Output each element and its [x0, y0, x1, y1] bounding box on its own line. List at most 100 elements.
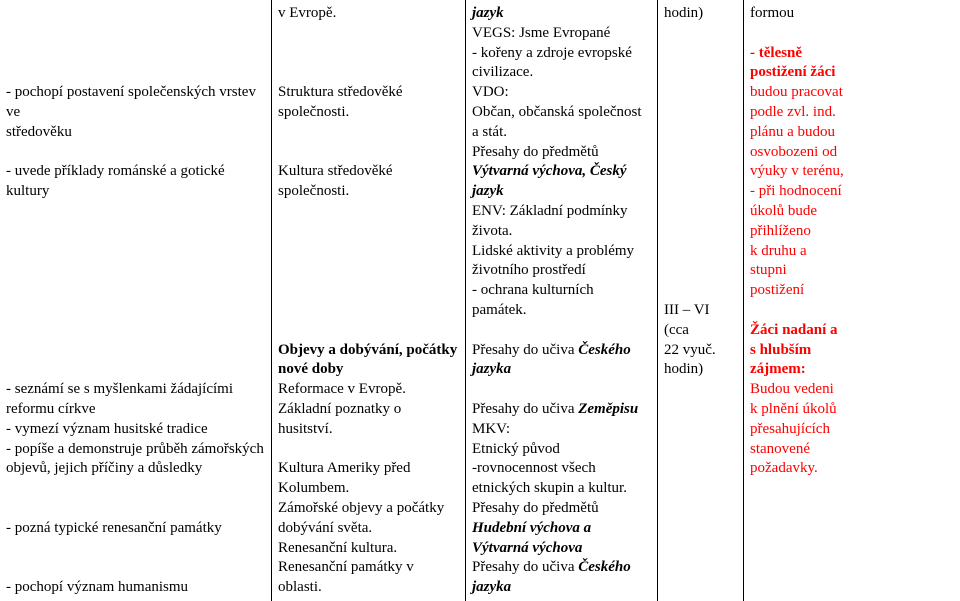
text-line — [278, 24, 459, 44]
text-line: - pochopí postavení společenských vrstev… — [6, 83, 265, 123]
text-line: Renesanční kultura. — [278, 539, 459, 559]
text-line: ENV: Základní podmínky — [472, 202, 651, 222]
text-line: dobývání světa. — [278, 519, 459, 539]
text-line: jazyka — [472, 578, 651, 598]
text-line: a stát. — [472, 123, 651, 143]
text-line: zájmem: — [750, 360, 954, 380]
text-line — [664, 222, 737, 242]
column-content: v Evropě. Struktura středověké společnos… — [272, 0, 466, 601]
document-table: - pochopí postavení společenských vrstev… — [0, 0, 960, 601]
text-line: -rovnocennost všech — [472, 459, 651, 479]
text-line: hodin) — [664, 4, 737, 24]
text-line — [6, 558, 265, 578]
text-line — [278, 123, 459, 143]
text-line: Občan, občanská společnost — [472, 103, 651, 123]
text-line — [664, 44, 737, 64]
text-line: středověku — [6, 123, 265, 143]
text-line — [6, 499, 265, 519]
text-line: III – VI (cca — [664, 301, 737, 341]
text-line — [472, 321, 651, 341]
text-line — [664, 103, 737, 123]
text-line — [664, 24, 737, 44]
text-line — [6, 539, 265, 559]
text-line — [278, 63, 459, 83]
text-line — [278, 321, 459, 341]
text-line: Struktura středověké společnosti. — [278, 83, 459, 123]
text-line — [664, 162, 737, 182]
text-line: objevů, jejich příčiny a důsledky — [6, 459, 265, 479]
text-line — [6, 222, 265, 242]
text-line: Žáci nadaní a — [750, 321, 954, 341]
text-line — [750, 24, 954, 44]
text-line — [664, 202, 737, 222]
text-line: úkolů bude — [750, 202, 954, 222]
text-line: stanovené — [750, 440, 954, 460]
text-line: - pochopí význam humanismu — [6, 578, 265, 598]
text-line: - vymezí význam husitské tradice — [6, 420, 265, 440]
column-crosslinks: jazykVEGS: Jsme Evropané- kořeny a zdroj… — [466, 0, 658, 601]
text-line: Přesahy do učiva Českého — [472, 558, 651, 578]
text-line: podle zvl. ind. — [750, 103, 954, 123]
text-line — [278, 242, 459, 262]
text-line — [6, 63, 265, 83]
text-line: etnických skupin a kultur. — [472, 479, 651, 499]
text-line — [6, 143, 265, 163]
text-line: jazyk — [472, 4, 651, 24]
text-line — [6, 44, 265, 64]
text-line: budou pracovat — [750, 83, 954, 103]
text-line: výuky v terénu, — [750, 162, 954, 182]
text-line: postižení žáci — [750, 63, 954, 83]
text-line: Etnický původ — [472, 440, 651, 460]
text-line — [664, 261, 737, 281]
text-line: plánu a budou — [750, 123, 954, 143]
text-line — [6, 281, 265, 301]
text-line: 22 vyuč. — [664, 341, 737, 361]
text-line: Výtvarná výchova — [472, 539, 651, 559]
text-line — [6, 479, 265, 499]
text-line: Budou vedeni — [750, 380, 954, 400]
text-line — [664, 182, 737, 202]
text-line — [664, 63, 737, 83]
text-line: památek. — [472, 301, 651, 321]
text-line: k plnění úkolů — [750, 400, 954, 420]
text-line — [6, 301, 265, 321]
text-line: životního prostředí — [472, 261, 651, 281]
text-line — [6, 341, 265, 361]
text-line: - kořeny a zdroje evropské — [472, 44, 651, 64]
text-line: Objevy a dobývání, počátky — [278, 341, 459, 361]
text-line: Lidské aktivity a problémy — [472, 242, 651, 262]
text-line — [664, 281, 737, 301]
text-line: VDO: — [472, 83, 651, 103]
text-line — [472, 380, 651, 400]
text-line: Renesanční památky v oblasti. — [278, 558, 459, 598]
text-line — [6, 202, 265, 222]
text-line: - tělesně — [750, 44, 954, 64]
text-line: Výtvarná výchova, Český — [472, 162, 651, 182]
text-line: požadavky. — [750, 459, 954, 479]
text-line — [6, 24, 265, 44]
text-line — [664, 123, 737, 143]
column-hours: hodin) III – VI (cca22 vyuč.hodin) — [658, 0, 744, 601]
text-line: jazyk — [472, 182, 651, 202]
text-line — [6, 321, 265, 341]
text-line: - pozná typické renesanční památky — [6, 519, 265, 539]
text-line: v Evropě. — [278, 4, 459, 24]
text-line — [6, 360, 265, 380]
text-line: civilizace. — [472, 63, 651, 83]
text-line — [6, 4, 265, 24]
text-line: Přesahy do učiva Zeměpisu — [472, 400, 651, 420]
text-line: Hudební výchova a — [472, 519, 651, 539]
text-line: - uvede příklady románské a gotické kult… — [6, 162, 265, 202]
text-line: Přesahy do předmětů — [472, 143, 651, 163]
text-line: Přesahy do předmětů — [472, 499, 651, 519]
text-line — [664, 143, 737, 163]
text-line — [6, 242, 265, 262]
text-line — [750, 301, 954, 321]
text-line: přihlíženo — [750, 222, 954, 242]
text-line: Reformace v Evropě. — [278, 380, 459, 400]
text-line — [664, 242, 737, 262]
text-line: Zámořské objevy a počátky — [278, 499, 459, 519]
text-line: života. — [472, 222, 651, 242]
text-line: přesahujících — [750, 420, 954, 440]
text-line: - při hodnocení — [750, 182, 954, 202]
